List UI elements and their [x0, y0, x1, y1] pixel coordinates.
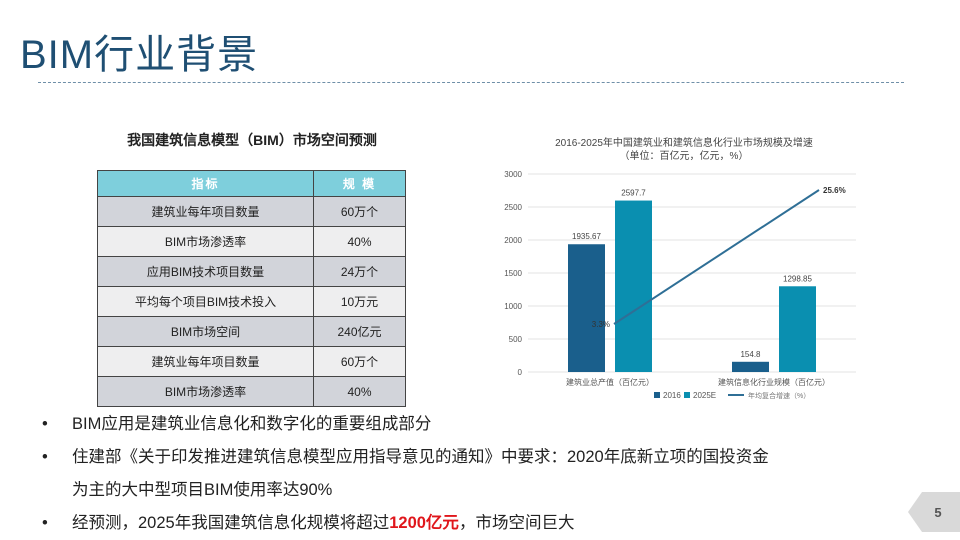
- table-row: 应用BIM技术项目数量 24万个: [97, 256, 406, 287]
- table-row: 建筑业每年项目数量 60万个: [97, 196, 406, 227]
- legend-label: 2025E: [693, 391, 716, 400]
- table-cell-indicator: 建筑业每年项目数量: [97, 346, 314, 377]
- table-cell-scale: 10万元: [313, 286, 406, 317]
- bar-value-label: 2597.7: [621, 189, 646, 198]
- table-cell-scale: 60万个: [313, 346, 406, 377]
- bullet-text-continued: 为主的大中型项目BIM使用率达90%: [72, 481, 333, 499]
- header-scale: 规 模: [313, 170, 406, 197]
- market-scale-chart: 2016-2025年中国建筑业和建筑信息化行业市场规模及增速 （单位：百亿元，亿…: [504, 136, 856, 400]
- highlight-value: 1200亿元: [389, 514, 459, 532]
- x-category-label: 建筑信息化行业规模（百亿元）: [718, 377, 830, 387]
- growth-label: 25.6%: [823, 186, 846, 195]
- title-divider: [38, 82, 904, 83]
- bar: [615, 200, 652, 372]
- growth-line: [613, 189, 820, 325]
- y-tick-label: 2000: [504, 236, 522, 245]
- bullet-list: • BIM应用是建筑业信息化和数字化的重要组成部分 • 住建部《关于印发推进建筑…: [42, 408, 922, 540]
- bullet-text: 住建部《关于印发推进建筑信息模型应用指导意见的通知》中要求：2020年底新立项的…: [72, 448, 769, 466]
- table-cell-scale: 240亿元: [313, 316, 406, 347]
- table-row: 建筑业每年项目数量 60万个: [97, 346, 406, 377]
- bullet-dot: •: [42, 514, 48, 532]
- bar-value-label: 154.8: [740, 350, 761, 359]
- table-cell-scale: 60万个: [313, 196, 406, 227]
- bar-value-label: 1935.67: [572, 232, 601, 241]
- growth-label: 3.3%: [592, 320, 610, 329]
- bullet-text-tail: ，市场空间巨大: [458, 514, 575, 532]
- page-tab-shape: [908, 492, 960, 532]
- table-row: BIM市场空间 240亿元: [97, 316, 406, 347]
- header-indicator: 指标: [97, 170, 314, 197]
- table-cell-scale: 40%: [313, 226, 406, 257]
- table-header-row: 指标 规 模: [97, 170, 406, 197]
- bar: [779, 286, 816, 372]
- table-cell-indicator: BIM市场渗透率: [97, 226, 314, 257]
- y-tick-label: 0: [518, 368, 523, 377]
- table-row: 平均每个项目BIM技术投入 10万元: [97, 286, 406, 317]
- bar-value-label: 1298.85: [783, 274, 812, 283]
- bullet-item: • 住建部《关于印发推进建筑信息模型应用指导意见的通知》中要求：2020年底新立…: [42, 441, 922, 507]
- legend-swatch: [684, 392, 690, 398]
- y-tick-label: 3000: [504, 170, 522, 179]
- table-cell-indicator: 应用BIM技术项目数量: [97, 256, 314, 287]
- chart-title: 2016-2025年中国建筑业和建筑信息化行业市场规模及增速: [555, 136, 813, 149]
- y-tick-label: 500: [509, 335, 523, 344]
- bullet-item: • BIM应用是建筑业信息化和数字化的重要组成部分: [42, 408, 922, 441]
- bar: [568, 244, 605, 372]
- table-row: BIM市场渗透率 40%: [97, 376, 406, 407]
- page-number-tab: 5: [908, 492, 960, 532]
- table-cell-indicator: 建筑业每年项目数量: [97, 196, 314, 227]
- table-cell-indicator: BIM市场空间: [97, 316, 314, 347]
- legend-swatch: [654, 392, 660, 398]
- y-tick-label: 1500: [504, 269, 522, 278]
- bar: [732, 361, 769, 372]
- table-cell-indicator: 平均每个项目BIM技术投入: [97, 286, 314, 317]
- table-cell-indicator: BIM市场渗透率: [97, 376, 314, 407]
- y-tick-label: 2500: [504, 203, 522, 212]
- x-category-label: 建筑业总产值（百亿元）: [566, 377, 654, 387]
- bullet-dot: •: [42, 415, 48, 433]
- table-cell-scale: 40%: [313, 376, 406, 407]
- bullet-text: 经预测，2025年我国建筑信息化规模将超过: [72, 514, 390, 532]
- table-caption: 我国建筑信息模型（BIM）市场空间预测: [127, 132, 377, 148]
- chart-subtitle: （单位：百亿元，亿元，%）: [620, 149, 749, 162]
- bullet-dot: •: [42, 448, 48, 466]
- table-cell-scale: 24万个: [313, 256, 406, 287]
- legend-label: 年均复合增速（%）: [748, 391, 810, 400]
- bullet-item: • 经预测，2025年我国建筑信息化规模将超过1200亿元，市场空间巨大: [42, 507, 922, 540]
- bim-market-table: 指标 规 模 建筑业每年项目数量 60万个 BIM市场渗透率 40% 应用BIM…: [97, 170, 406, 407]
- y-tick-label: 1000: [504, 302, 522, 311]
- slide-title: BIM行业背景: [20, 33, 259, 77]
- legend-label: 2016: [663, 391, 681, 400]
- page-number: 5: [934, 505, 941, 520]
- table-row: BIM市场渗透率 40%: [97, 226, 406, 257]
- bullet-text: BIM应用是建筑业信息化和数字化的重要组成部分: [72, 415, 432, 433]
